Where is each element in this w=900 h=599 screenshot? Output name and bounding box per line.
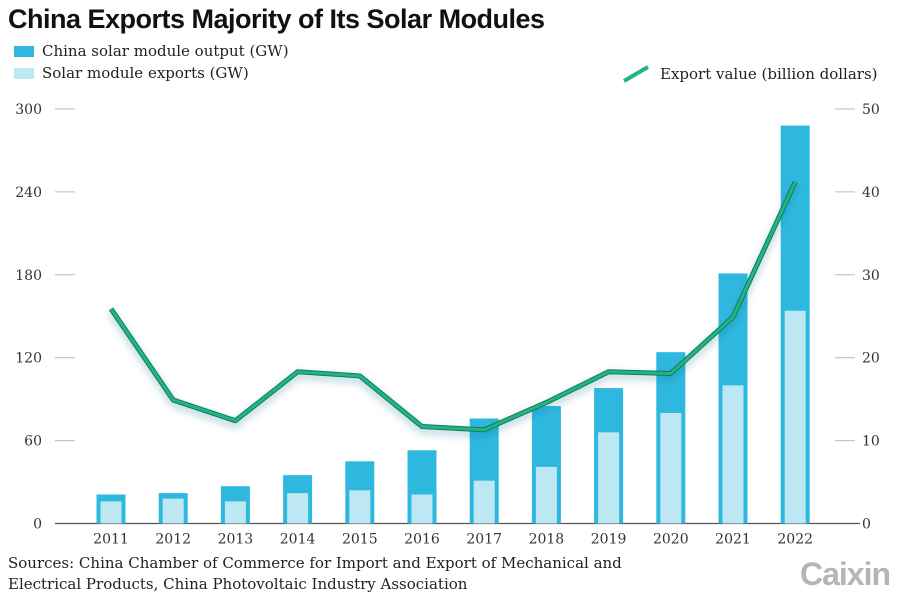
source-note: Sources: China Chamber of Commerce for I…: [8, 553, 622, 595]
legend-exports-label: Solar module exports (GW): [42, 64, 249, 82]
right-axis-tick-label: 10: [862, 434, 880, 450]
exports-bar: [162, 498, 184, 524]
x-axis-tick-label: 2020: [653, 532, 689, 548]
legend-exports: Solar module exports (GW): [14, 64, 249, 82]
legend-output-swatch: [14, 45, 34, 57]
x-axis-tick-label: 2014: [280, 532, 316, 548]
legend-exports-swatch: [14, 67, 34, 79]
left-axis-tick-label: 300: [15, 102, 42, 118]
right-axis-tick-label: 20: [862, 351, 880, 367]
right-axis-tick-label: 0: [862, 517, 871, 533]
right-axis-tick-label: 30: [862, 268, 880, 284]
caixin-logo: Caixin: [799, 556, 891, 592]
x-axis-tick-label: 2022: [777, 532, 813, 548]
exports-bar: [349, 490, 371, 524]
x-axis-tick-label: 2011: [93, 532, 129, 548]
exports-bar: [722, 385, 744, 524]
legend-output: China solar module output (GW): [14, 42, 289, 60]
source-line-2: Electrical Products, China Photovoltaic …: [8, 575, 468, 593]
source-line-1: Sources: China Chamber of Commerce for I…: [8, 554, 622, 572]
left-axis-tick-label: 0: [33, 517, 42, 533]
exports-bar: [100, 501, 122, 524]
export-value-line-outline: [108, 180, 798, 433]
x-axis-tick-label: 2021: [715, 532, 751, 548]
x-axis-tick-label: 2017: [466, 532, 502, 548]
exports-bar: [660, 412, 682, 524]
x-axis-tick-label: 2019: [591, 532, 627, 548]
exports-bar: [535, 466, 557, 524]
right-axis-tick-label: 40: [862, 185, 880, 201]
exports-bar: [598, 432, 620, 524]
x-axis-tick-label: 2012: [155, 532, 191, 548]
legend-value: Export value (billion dollars): [622, 64, 878, 84]
left-axis-tick-label: 60: [24, 434, 42, 450]
chart-title: China Exports Majority of Its Solar Modu…: [8, 4, 545, 34]
x-axis-tick-label: 2018: [529, 532, 565, 548]
x-axis-tick-label: 2013: [218, 532, 254, 548]
legend-line-swatch: [622, 65, 650, 83]
x-axis-tick-label: 2016: [404, 532, 440, 548]
left-axis-tick-label: 120: [15, 351, 42, 367]
left-axis-tick-label: 180: [15, 268, 42, 284]
exports-bar: [473, 480, 495, 524]
left-axis-tick-label: 240: [15, 185, 42, 201]
right-axis-tick-label: 50: [862, 102, 880, 118]
legend-output-label: China solar module output (GW): [42, 42, 289, 60]
legend-value-label: Export value (billion dollars): [660, 65, 878, 83]
exports-bar: [224, 501, 246, 524]
x-axis-tick-label: 2015: [342, 532, 378, 548]
exports-bar: [411, 494, 433, 524]
exports-bar: [784, 310, 806, 524]
exports-bar: [287, 493, 309, 524]
export-value-line: [109, 181, 797, 432]
